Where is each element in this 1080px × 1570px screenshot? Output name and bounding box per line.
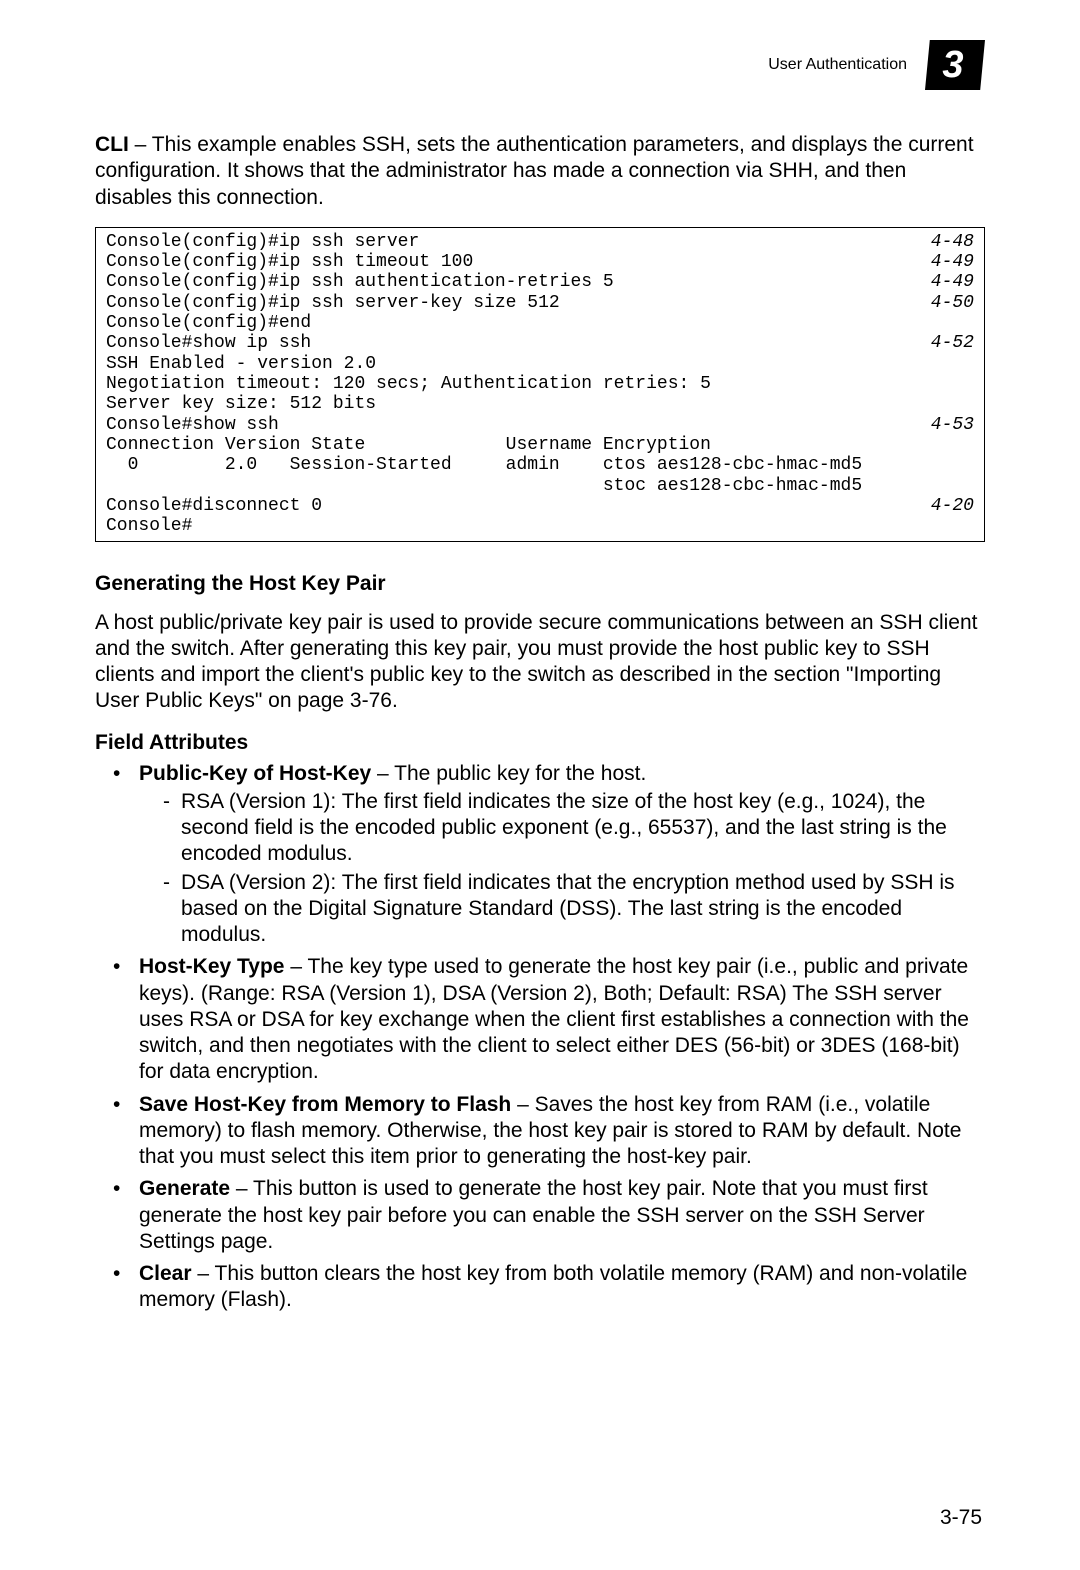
section-paragraph: A host public/private key pair is used t… [95, 610, 985, 715]
code-cmd: 0 2.0 Session-Started admin ctos aes128-… [106, 455, 862, 475]
list-item-label: Save Host-Key from Memory to Flash [139, 1093, 511, 1116]
list-item-label: Public-Key of Host-Key [139, 762, 371, 785]
chapter-badge: 3 [925, 40, 985, 90]
code-ref: 4-50 [931, 293, 974, 313]
header-title: User Authentication [768, 56, 907, 74]
intro-label: CLI [95, 133, 129, 156]
list-item: Public-Key of Host-Key – The public key … [95, 761, 985, 949]
page-number: 3-75 [940, 1506, 982, 1530]
code-line: Console(config)#ip ssh authentication-re… [106, 272, 974, 292]
list-item-text: – The public key for the host. [371, 762, 646, 785]
list-item: Generate – This button is used to genera… [95, 1176, 985, 1255]
code-cmd: Console(config)#ip ssh timeout 100 [106, 252, 473, 272]
code-cmd: Console#disconnect 0 [106, 496, 322, 516]
field-attributes-list: Public-Key of Host-Key – The public key … [95, 761, 985, 1314]
list-item: Save Host-Key from Memory to Flash – Sav… [95, 1092, 985, 1171]
code-ref: 4-49 [931, 272, 974, 292]
code-line: Console(config)#end [106, 313, 974, 333]
list-item-label: Clear [139, 1262, 192, 1285]
inner-list: RSA (Version 1): The first field indicat… [139, 789, 985, 949]
inner-list-item: DSA (Version 2): The first field indicat… [163, 870, 985, 949]
code-cmd: Server key size: 512 bits [106, 394, 376, 414]
code-cmd: Console#show ip ssh [106, 333, 311, 353]
code-line: SSH Enabled - version 2.0 [106, 354, 974, 374]
code-cmd: SSH Enabled - version 2.0 [106, 354, 376, 374]
code-ref: 4-48 [931, 232, 974, 252]
code-line: Console#show ip ssh 4-52 [106, 333, 974, 353]
code-cmd: Console(config)#ip ssh authentication-re… [106, 272, 614, 292]
code-line: Console(config)#ip ssh timeout 100 4-49 [106, 252, 974, 272]
code-cmd: Console(config)#ip ssh server-key size 5… [106, 293, 560, 313]
list-item: Clear – This button clears the host key … [95, 1261, 985, 1314]
intro-text: – This example enables SSH, sets the aut… [95, 133, 974, 209]
code-cmd: Console(config)#end [106, 313, 311, 333]
code-line: Console#disconnect 0 4-20 [106, 496, 974, 516]
code-line: Connection Version State Username Encryp… [106, 435, 974, 455]
inner-list-item: RSA (Version 1): The first field indicat… [163, 789, 985, 868]
list-item: Host-Key Type – The key type used to gen… [95, 954, 985, 1085]
code-ref: 4-49 [931, 252, 974, 272]
intro-paragraph: CLI – This example enables SSH, sets the… [95, 132, 985, 211]
code-line: Console#show ssh 4-53 [106, 415, 974, 435]
code-line: Console(config)#ip ssh server-key size 5… [106, 293, 974, 313]
code-cmd: Negotiation timeout: 120 secs; Authentic… [106, 374, 711, 394]
page-header: User Authentication 3 [95, 40, 985, 90]
code-ref: 4-53 [931, 415, 974, 435]
field-attributes-heading: Field Attributes [95, 731, 985, 755]
cli-code-block: Console(config)#ip ssh server4-48Console… [95, 227, 985, 542]
list-item-label: Host-Key Type [139, 955, 284, 978]
code-cmd: Connection Version State Username Encryp… [106, 435, 711, 455]
code-cmd: Console#show ssh [106, 415, 279, 435]
list-item-label: Generate [139, 1177, 230, 1200]
code-line: Server key size: 512 bits [106, 394, 974, 414]
code-line: Console(config)#ip ssh server 4-48 [106, 232, 974, 252]
code-line: Console# [106, 516, 974, 536]
code-ref: 4-52 [931, 333, 974, 353]
code-line: stoc aes128-cbc-hmac-md5 [106, 476, 974, 496]
code-line: 0 2.0 Session-Started admin ctos aes128-… [106, 455, 974, 475]
list-item-text: – This button is used to generate the ho… [139, 1177, 928, 1253]
code-cmd: stoc aes128-cbc-hmac-md5 [106, 476, 862, 496]
code-line: Negotiation timeout: 120 secs; Authentic… [106, 374, 974, 394]
code-ref: 4-20 [931, 496, 974, 516]
section-heading: Generating the Host Key Pair [95, 572, 985, 596]
code-cmd: Console# [106, 516, 192, 536]
code-cmd: Console(config)#ip ssh server [106, 232, 419, 252]
list-item-text: – This button clears the host key from b… [139, 1262, 967, 1311]
